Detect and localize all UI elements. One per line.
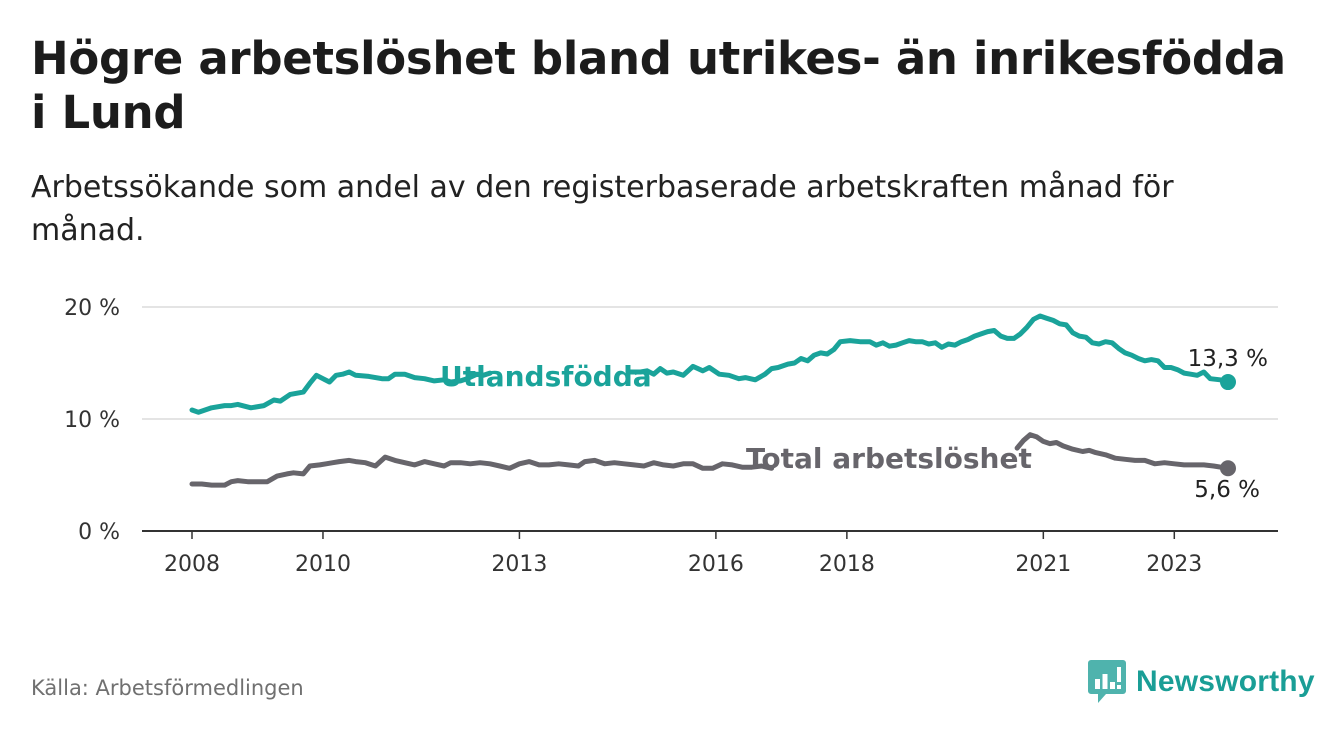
y-tick-label: 10 % bbox=[64, 408, 120, 433]
x-tick-label: 2010 bbox=[295, 552, 351, 577]
series-line-utlandsfodda bbox=[189, 313, 1231, 415]
chart-title: Högre arbetslöshet bland utrikes- än inr… bbox=[31, 32, 1286, 139]
end-value-label: 13,3 % bbox=[1188, 346, 1268, 372]
end-value-label: 5,6 % bbox=[1194, 477, 1260, 503]
y-tick-label: 20 % bbox=[64, 296, 120, 321]
chart-subtitle: Arbetssökande som andel av den registerb… bbox=[31, 170, 1174, 248]
x-tick-label: 2023 bbox=[1146, 552, 1202, 577]
y-tick-label: 0 % bbox=[78, 520, 120, 545]
source-note: Källa: Arbetsförmedlingen bbox=[31, 676, 304, 700]
series-label-total: Total arbetslöshet bbox=[746, 442, 1032, 475]
brand-logo[interactable]: Newsworthy bbox=[1088, 660, 1315, 704]
x-tick-label: 2013 bbox=[491, 552, 547, 577]
line-chart: 0 %10 %20 %2008 2010 2013 2016 2018 2021 2023 … bbox=[64, 296, 1278, 577]
end-point-marker bbox=[1220, 460, 1236, 477]
newsworthy-logo-icon bbox=[1088, 660, 1126, 703]
brand-name: Newsworthy bbox=[1136, 665, 1315, 698]
series-label-utlandsfodda: Utlandsfödda bbox=[440, 360, 652, 393]
series-line-total bbox=[189, 432, 1231, 488]
x-tick-label: 2021 bbox=[1015, 552, 1071, 577]
x-tick-label: 2008 bbox=[164, 552, 220, 577]
x-tick-label: 2016 bbox=[688, 552, 744, 577]
end-point-marker bbox=[1220, 374, 1236, 391]
x-tick-label: 2018 bbox=[819, 552, 875, 577]
